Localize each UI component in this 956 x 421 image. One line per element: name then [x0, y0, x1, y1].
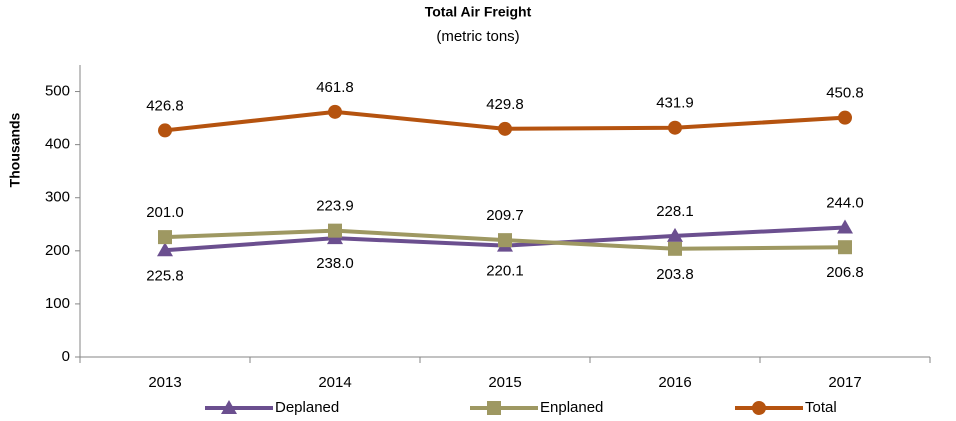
legend-label: Total [805, 399, 837, 416]
point [158, 230, 172, 245]
x-tick-label: 2017 [828, 374, 861, 391]
legend-marker [221, 400, 237, 414]
x-tick-label: 2016 [658, 374, 691, 391]
x-tick-label: 2015 [488, 374, 521, 391]
data-label: 429.8 [486, 96, 524, 113]
data-label: 206.8 [826, 264, 864, 281]
legend-marker [487, 401, 501, 415]
data-label: 244.0 [826, 194, 864, 211]
y-tick-label: 200 [45, 242, 70, 259]
point [668, 241, 682, 256]
y-tick-label: 500 [45, 83, 70, 100]
point [157, 242, 173, 257]
x-tick-label: 2013 [148, 374, 181, 391]
data-label: 450.8 [826, 85, 864, 102]
point [837, 219, 853, 234]
y-tick-label: 300 [45, 189, 70, 206]
point [838, 240, 852, 255]
point [668, 120, 682, 135]
data-label: 203.8 [656, 266, 694, 283]
legend-label: Deplaned [275, 399, 339, 416]
data-label: 220.1 [486, 263, 524, 280]
data-label: 209.7 [486, 207, 524, 224]
point [328, 223, 342, 238]
y-axis-label: Thousands [7, 112, 23, 187]
y-tick-label: 400 [45, 136, 70, 153]
y-tick-label: 100 [45, 295, 70, 312]
legend-label: Enplaned [540, 399, 603, 416]
point [498, 233, 512, 248]
data-label: 461.8 [316, 79, 354, 96]
point [328, 104, 342, 119]
legend-marker [752, 401, 766, 415]
data-label: 223.9 [316, 198, 354, 215]
point [667, 227, 683, 242]
point [838, 110, 852, 125]
data-label: 225.8 [146, 267, 184, 284]
chart-title: Total Air Freight [425, 4, 532, 20]
data-label: 201.0 [146, 204, 184, 221]
chart-subtitle: (metric tons) [436, 28, 519, 45]
data-label: 426.8 [146, 97, 184, 114]
data-label: 431.9 [656, 95, 694, 112]
point [498, 121, 512, 136]
data-label: 238.0 [316, 255, 354, 272]
y-tick-label: 0 [62, 348, 70, 365]
data-label: 228.1 [656, 203, 694, 220]
x-tick-label: 2014 [318, 374, 351, 391]
point [158, 123, 172, 138]
